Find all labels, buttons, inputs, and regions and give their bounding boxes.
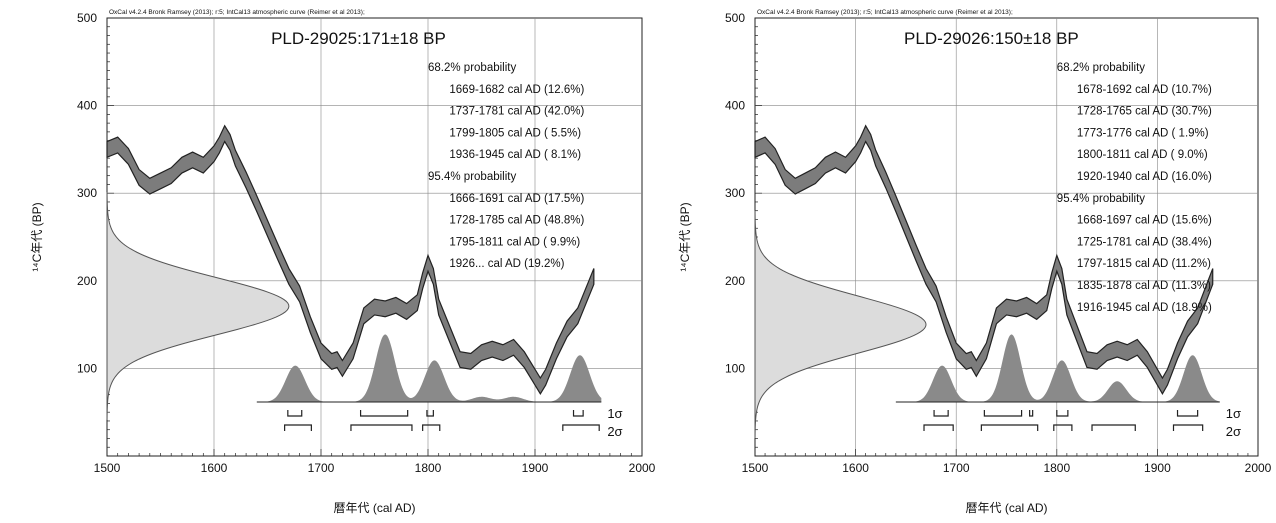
range-item-68: 1678-1692 cal AD (10.7%)	[1077, 84, 1212, 96]
sigma2-bracket	[980, 424, 1039, 431]
sigma1-bracket	[426, 410, 434, 417]
calibration-chart-1: 1500 1600 1700 1800 1900 2000 100 200 300 400 500 暦…	[30, 9, 656, 515]
sigma2-bracket	[1172, 424, 1204, 431]
sigma1-bracket	[359, 410, 409, 417]
x-tick-label: 1500	[94, 461, 121, 475]
sigma2-label: 2σ	[1226, 424, 1241, 439]
range-heading-95: 95.4% probability	[428, 171, 516, 183]
range-item-95: 1725-1781 cal AD (38.4%)	[1077, 236, 1212, 248]
range-heading-68: 68.2% probability	[428, 62, 516, 74]
sigma1-bracket	[933, 410, 949, 417]
range-item-95: 1728-1785 cal AD (48.8%)	[449, 215, 584, 227]
x-tick-label: 1700	[943, 461, 970, 475]
chart-header: OxCal v4.2.4 Bronk Ramsey (2013); r:5; I…	[109, 9, 365, 16]
sigma2-bracket	[1091, 424, 1136, 431]
y-tick-label: 100	[725, 361, 745, 375]
sigma2-bracket	[284, 424, 312, 431]
y-tick-label: 400	[725, 99, 745, 113]
probability-distribution	[256, 334, 602, 402]
range-item-95: 1916-1945 cal AD (18.9%)	[1077, 302, 1212, 314]
x-tick-label: 1800	[415, 461, 442, 475]
x-tick-label: 1600	[201, 461, 228, 475]
range-heading-68: 68.2% probability	[1057, 62, 1145, 74]
y-tick-label: 500	[725, 11, 745, 25]
range-item-68: 1799-1805 cal AD ( 5.5%)	[449, 127, 581, 139]
x-tick-label: 2000	[1245, 461, 1272, 475]
x-axis-title: 暦年代 (cal AD)	[965, 501, 1047, 515]
y-axis-title: ¹⁴C年代 (BP)	[30, 202, 44, 271]
calibration-chart-2: 1500 1600 1700 1800 1900 2000 100 200 300 400 500 暦…	[678, 9, 1272, 515]
sigma2-bracket	[350, 424, 413, 431]
y-tick-label: 300	[77, 186, 97, 200]
sigma1-bracket	[983, 410, 1023, 417]
x-tick-label: 1600	[842, 461, 869, 475]
x-tick-label: 1800	[1043, 461, 1070, 475]
y-tick-label: 500	[77, 11, 97, 25]
sigma2-bracket	[1053, 424, 1073, 431]
measurement-distribution	[754, 210, 927, 439]
y-tick-label: 300	[725, 186, 745, 200]
sigma2-bracket	[422, 424, 441, 431]
range-item-68: 1773-1776 cal AD ( 1.9%)	[1077, 127, 1209, 139]
y-tick-label: 200	[77, 274, 97, 288]
sigma2-bracket	[923, 424, 954, 431]
sigma1-label: 1σ	[1226, 406, 1241, 421]
calibration-curve	[106, 124, 595, 395]
x-axis-title: 暦年代 (cal AD)	[333, 501, 415, 515]
chart-title: PLD-29025:171±18 BP	[271, 29, 446, 48]
x-tick-label: 1700	[308, 461, 335, 475]
range-item-68: 1728-1765 cal AD (30.7%)	[1077, 106, 1212, 118]
range-item-95: 1795-1811 cal AD ( 9.9%)	[449, 236, 580, 248]
range-item-68: 1800-1811 cal AD ( 9.0%)	[1077, 149, 1208, 161]
sigma1-bracket	[572, 410, 584, 417]
range-heading-95: 95.4% probability	[1057, 193, 1145, 205]
range-item-95: 1835-1878 cal AD (11.3%)	[1077, 280, 1211, 292]
y-axis-title: ¹⁴C年代 (BP)	[678, 202, 692, 271]
x-tick-label: 1900	[522, 461, 549, 475]
probability-distribution	[895, 334, 1220, 402]
y-tick-label: 100	[77, 361, 97, 375]
x-tick-label: 1500	[742, 461, 769, 475]
sigma2-bracket	[562, 424, 600, 431]
range-item-95: 1797-1815 cal AD (11.2%)	[1077, 258, 1211, 270]
x-tick-label: 2000	[629, 461, 656, 475]
sigma1-bracket	[1029, 410, 1034, 417]
range-item-68: 1920-1940 cal AD (16.0%)	[1077, 171, 1212, 183]
range-item-95: 1926... cal AD (19.2%)	[449, 258, 564, 270]
range-item-95: 1668-1697 cal AD (15.6%)	[1077, 215, 1212, 227]
range-item-68: 1669-1682 cal AD (12.6%)	[449, 84, 584, 96]
y-tick-label: 200	[725, 274, 745, 288]
sigma1-bracket	[1176, 410, 1199, 417]
x-tick-label: 1900	[1144, 461, 1171, 475]
measurement-distribution	[106, 192, 290, 420]
sigma1-label: 1σ	[607, 406, 622, 421]
range-item-68: 1737-1781 cal AD (42.0%)	[449, 106, 584, 118]
sigma1-bracket	[1056, 410, 1069, 417]
sigma2-label: 2σ	[607, 424, 622, 439]
range-item-95: 1666-1691 cal AD (17.5%)	[449, 193, 584, 205]
chart-title: PLD-29026:150±18 BP	[904, 29, 1079, 48]
y-tick-label: 400	[77, 99, 97, 113]
calibration-curve	[754, 124, 1214, 396]
chart-header: OxCal v4.2.4 Bronk Ramsey (2013); r:5; I…	[757, 9, 1013, 16]
sigma1-bracket	[287, 410, 303, 417]
range-item-68: 1936-1945 cal AD ( 8.1%)	[449, 149, 581, 161]
